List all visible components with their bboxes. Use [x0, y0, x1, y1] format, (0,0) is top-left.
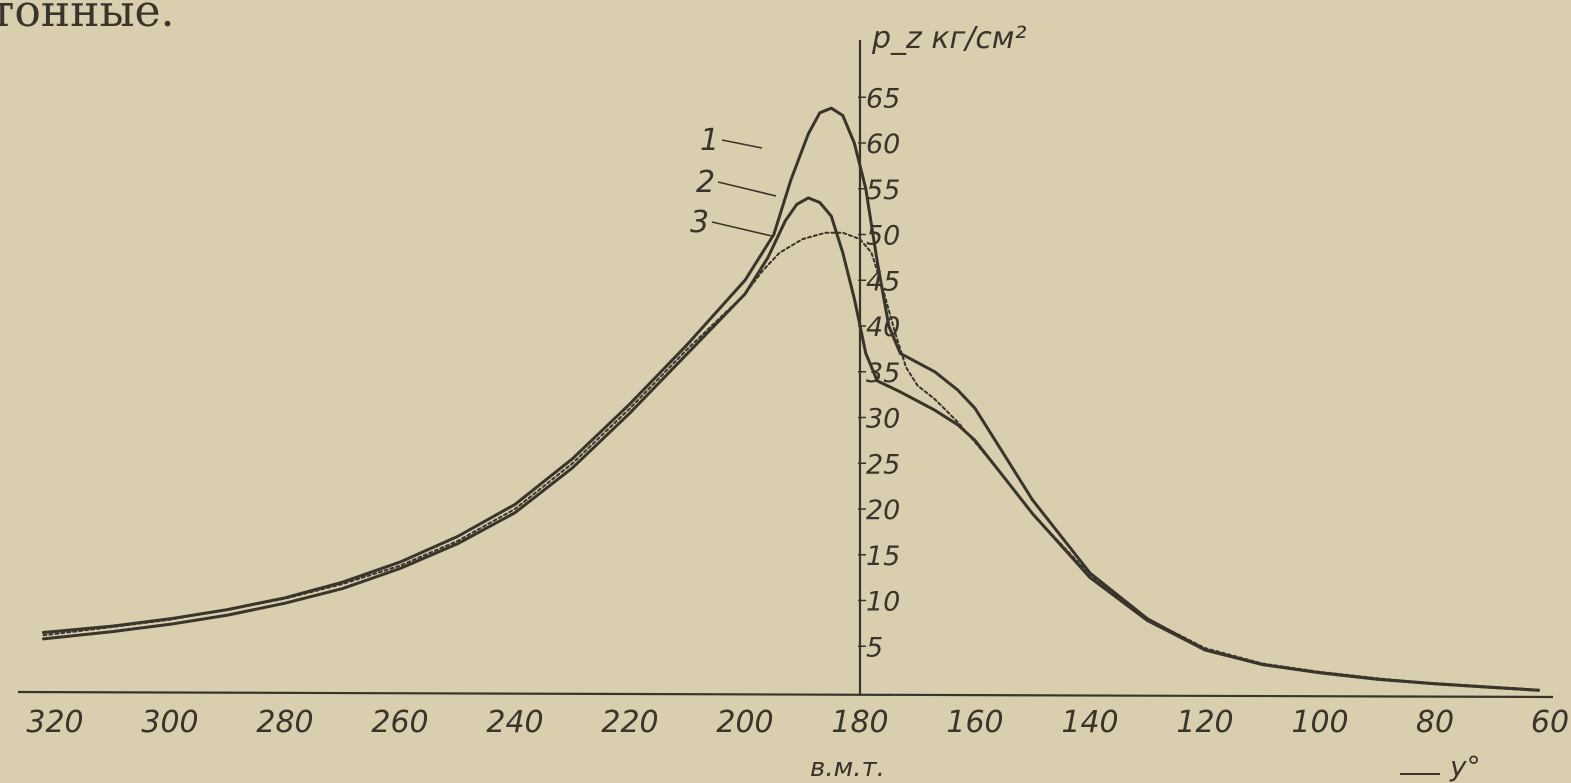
- series-line-1: [42, 106, 1540, 692]
- x-tick-label: 100: [1291, 705, 1348, 740]
- series-label-3: 3: [690, 205, 709, 240]
- x-tick-label: 220: [601, 705, 658, 740]
- x-tick-label: 180: [831, 705, 888, 740]
- x-tick-label: 320: [26, 705, 83, 740]
- x-tick-label: 240: [486, 705, 543, 740]
- y-tick-label: 5: [866, 632, 883, 663]
- y-axis-label: p_z кг/см²: [871, 21, 1026, 56]
- series-leaders: 1 2 3: [690, 123, 777, 240]
- x-tick-label: 160: [946, 705, 1003, 740]
- header-fragment: тонные.: [0, 0, 175, 37]
- x-tick-label: 80: [1416, 705, 1454, 740]
- x-tick-label: 280: [256, 705, 313, 740]
- y-tick-label: 20: [866, 495, 900, 526]
- x-ticks: 320 300 280 260 240 220 200 180 160 140 120 100 80 60: [26, 705, 1569, 740]
- series-label-2: 2: [696, 165, 715, 200]
- series-leader-1: [721, 139, 763, 149]
- y-tick-label: 55: [866, 175, 900, 206]
- y-tick-label: 30: [866, 404, 900, 435]
- x-axis-label: y°: [1449, 750, 1481, 783]
- y-tick-label: 60: [866, 129, 900, 160]
- axes: [17, 40, 1554, 699]
- series-layer: [42, 106, 1540, 692]
- x-axis-line: [17, 690, 1554, 699]
- x-tick-label: 60: [1531, 705, 1569, 740]
- y-tick-label: 65: [866, 83, 900, 114]
- x-tick-label: 140: [1061, 705, 1118, 740]
- x-tick-label: 260: [371, 705, 428, 740]
- series-leader-3: [711, 221, 773, 237]
- y-tick-label: 15: [866, 541, 900, 572]
- x-tick-label: 300: [141, 705, 198, 740]
- series-line-3: [42, 231, 1540, 692]
- series-line-2: [42, 196, 1540, 692]
- x-tick-label: 120: [1176, 705, 1233, 740]
- series-label-1: 1: [700, 123, 719, 158]
- x-tick-label: 200: [716, 705, 773, 740]
- y-tick-label: 10: [866, 587, 900, 618]
- y-tick-label: 25: [866, 449, 900, 480]
- series-leader-2: [717, 181, 777, 197]
- x-marker-label: в.м.т.: [810, 753, 885, 783]
